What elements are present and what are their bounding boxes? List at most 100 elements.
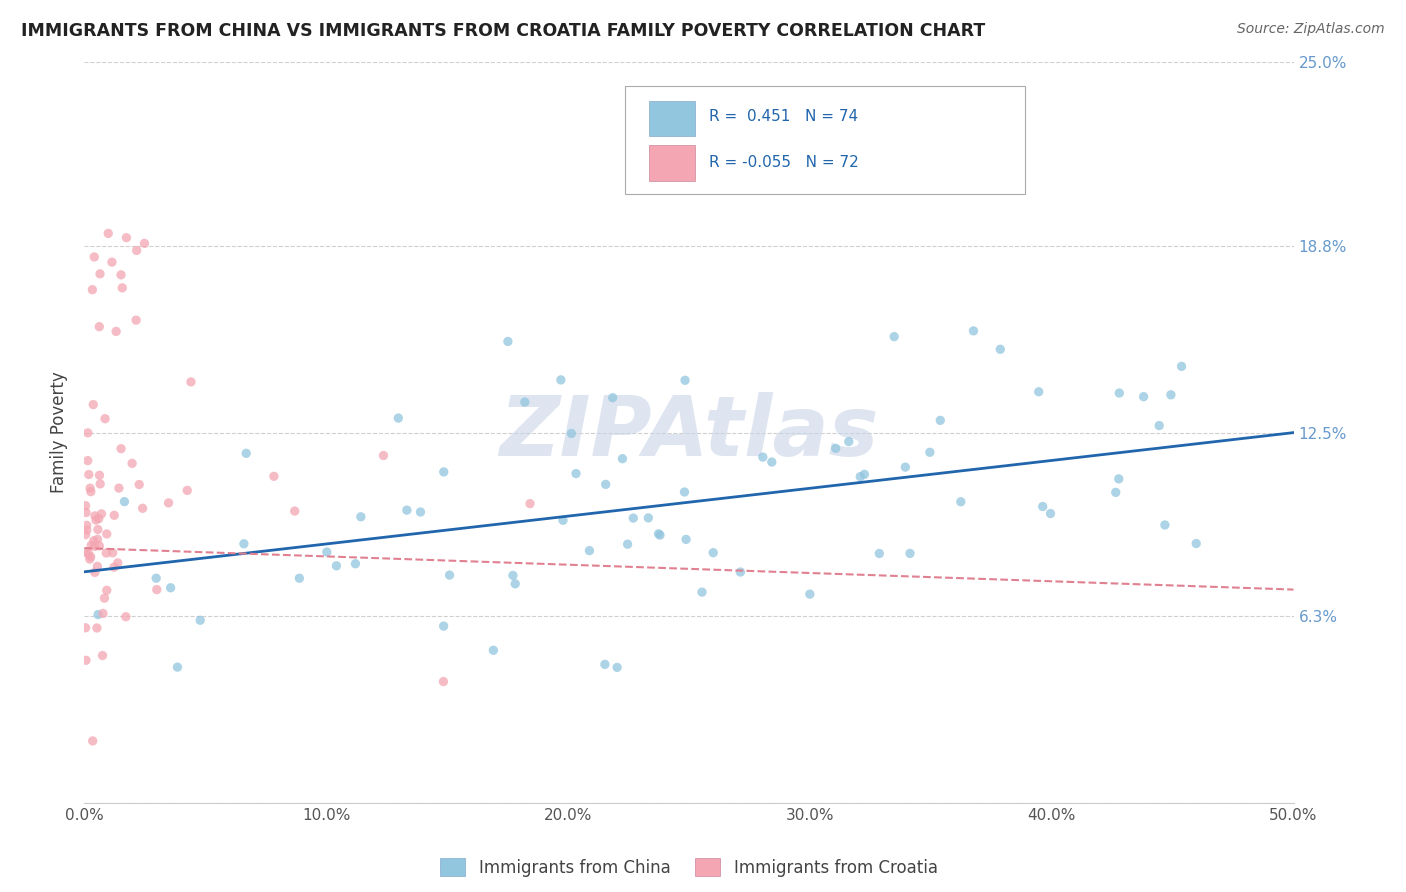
Point [648,528,671,542]
Point [1032,500,1054,514]
Point [80,484,103,499]
Point [799,587,821,601]
Point [752,450,775,464]
Point [121,456,143,470]
Point [606,660,628,674]
Point [76,523,98,537]
Point [482,643,505,657]
Point [949,494,972,508]
Point [134,236,156,251]
Point [86,621,108,635]
Point [496,334,519,349]
Point [82,398,104,412]
Text: IMMIGRANTS FROM CHINA VS IMMIGRANTS FROM CROATIA FAMILY POVERTY CORRELATION CHAR: IMMIGRANTS FROM CHINA VS IMMIGRANTS FROM… [21,22,986,40]
Point [602,391,624,405]
Point [673,485,696,500]
Point [883,329,905,343]
Point [89,468,111,483]
Point [432,674,454,689]
Point [103,508,125,523]
Point [86,559,108,574]
Point [967,129,990,144]
Point [83,250,105,264]
Point [395,503,418,517]
Point [284,504,307,518]
Point [1170,359,1192,374]
Point [188,613,211,627]
Point [77,467,100,482]
Point [373,449,395,463]
Point [898,546,921,560]
Point [702,546,724,560]
Point [409,505,432,519]
Point [76,518,98,533]
Point [91,607,114,621]
Point [82,283,104,297]
Point [824,442,846,456]
Point [125,244,148,258]
Point [89,267,111,281]
Point [551,513,574,527]
Point [325,558,347,573]
Point [128,477,150,491]
Point [1154,518,1177,533]
Point [166,660,188,674]
Point [853,467,876,482]
Point [84,513,107,527]
Point [79,549,101,564]
Point [595,477,617,491]
Point [263,469,285,483]
Point [75,653,97,667]
Point [146,582,169,597]
Point [91,648,114,663]
Point [439,568,461,582]
Point [637,511,659,525]
Point [1147,418,1170,433]
Point [96,527,118,541]
Point [101,546,124,560]
Point [344,557,367,571]
Point [1108,472,1130,486]
Point [918,445,941,459]
Point [97,227,120,241]
Point [89,477,111,491]
Point [673,373,696,387]
Point [83,539,105,553]
Point [1028,384,1050,399]
Point [96,583,118,598]
Point [111,281,134,295]
Point [89,319,111,334]
Point [79,552,101,566]
Point [1160,388,1182,402]
Point [560,426,582,441]
Point [89,539,111,553]
Point [75,499,97,513]
FancyBboxPatch shape [624,87,1025,194]
Point [75,621,97,635]
Point [929,413,952,427]
Point [131,501,153,516]
Point [868,547,890,561]
Point [519,497,541,511]
Point [83,566,105,580]
Point [433,465,456,479]
Point [690,585,713,599]
Point [232,537,254,551]
Point [849,469,872,483]
Point [90,507,112,521]
Point [96,546,118,560]
Point [612,451,634,466]
Point [350,509,373,524]
Point [433,619,456,633]
Point [110,268,132,282]
Point [145,571,167,585]
Point [77,547,100,561]
Legend: Immigrants from China, Immigrants from Croatia: Immigrants from China, Immigrants from C… [433,852,945,883]
Text: Source: ZipAtlas.com: Source: ZipAtlas.com [1237,22,1385,37]
Point [80,538,103,552]
Point [79,481,101,495]
Text: R = -0.055   N = 72: R = -0.055 N = 72 [710,155,859,169]
Point [988,343,1011,357]
Point [894,460,917,475]
Bar [650,145,695,181]
